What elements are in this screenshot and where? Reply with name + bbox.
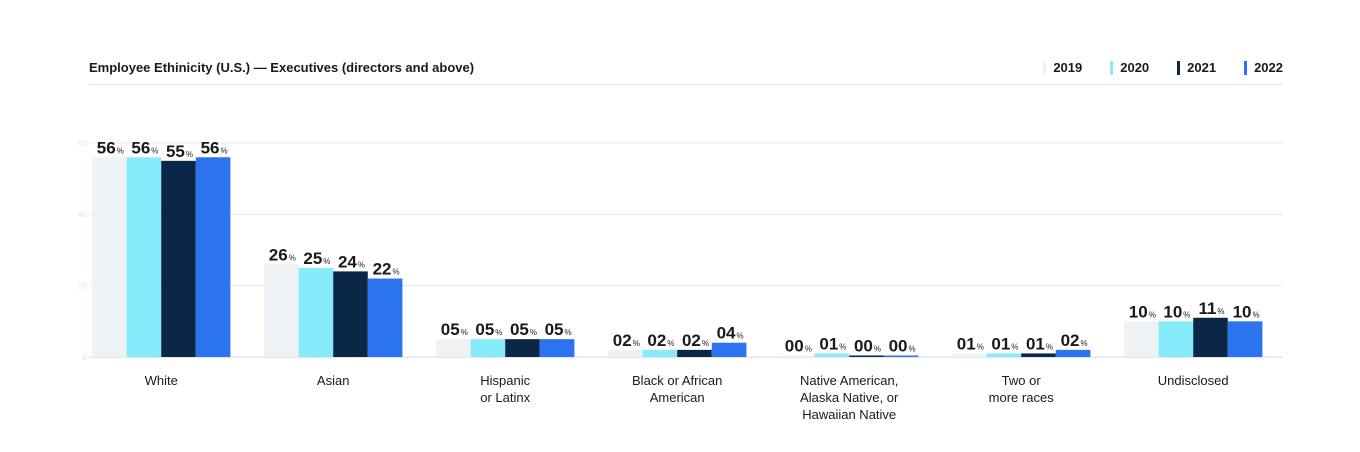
bar-2019 bbox=[92, 157, 127, 357]
bar-2019 bbox=[436, 339, 471, 357]
legend-label-2020: 2020 bbox=[1120, 60, 1150, 75]
category-label: Black or African American bbox=[632, 373, 723, 405]
data-label: 01% bbox=[1026, 334, 1053, 353]
bar-2022 bbox=[711, 342, 747, 357]
category-label: White bbox=[144, 373, 178, 388]
bar-2022 bbox=[1227, 321, 1263, 357]
bar-2019 bbox=[264, 264, 299, 357]
category-label: Hispanic or Latinx bbox=[480, 373, 531, 405]
data-label: 10% bbox=[1233, 302, 1260, 321]
data-label: 02% bbox=[682, 331, 709, 350]
legend-item-2022: 2022 bbox=[1244, 60, 1283, 75]
chart-title: Employee Ethinicity (U.S.) — Executives … bbox=[89, 60, 475, 75]
legend-item-2021: 2021 bbox=[1177, 60, 1216, 75]
bar-2019 bbox=[1124, 321, 1159, 357]
data-label: 01% bbox=[819, 334, 846, 353]
y-tick-label: 20 bbox=[78, 282, 87, 291]
bar-2021 bbox=[1021, 353, 1056, 357]
bar-2021 bbox=[849, 355, 884, 357]
legend-swatch-2020 bbox=[1110, 60, 1114, 75]
category-label: Two or more races bbox=[988, 373, 1054, 405]
data-label: 05% bbox=[441, 320, 468, 339]
data-label: 11% bbox=[1198, 299, 1224, 318]
bar-2020 bbox=[298, 267, 334, 357]
bar-2020 bbox=[642, 349, 678, 357]
data-label: 26% bbox=[269, 245, 296, 264]
bar-2020 bbox=[814, 353, 850, 357]
bar-2022 bbox=[539, 339, 575, 357]
legend: 2019 2020 2021 2022 bbox=[1043, 60, 1283, 75]
data-label: 02% bbox=[613, 331, 640, 350]
data-label: 10% bbox=[1129, 302, 1156, 321]
data-label: 25% bbox=[303, 249, 330, 268]
data-label: 01% bbox=[991, 334, 1018, 353]
y-tick-label: 0 bbox=[83, 353, 88, 362]
header-divider bbox=[89, 84, 1283, 85]
data-label: 05% bbox=[510, 320, 537, 339]
legend-item-2019: 2019 bbox=[1043, 60, 1082, 75]
legend-swatch-2022 bbox=[1244, 60, 1248, 75]
data-label: 01% bbox=[957, 334, 984, 353]
legend-label-2019: 2019 bbox=[1053, 60, 1083, 75]
legend-item-2020: 2020 bbox=[1110, 60, 1149, 75]
bar-2022 bbox=[367, 278, 403, 357]
y-tick-label: 60 bbox=[78, 139, 87, 148]
data-label: 10% bbox=[1163, 302, 1190, 321]
legend-swatch-2019 bbox=[1043, 60, 1047, 75]
category-label: Native American, Alaska Native, or Hawai… bbox=[800, 373, 899, 422]
bar-2019 bbox=[608, 349, 643, 357]
legend-label-2021: 2021 bbox=[1187, 60, 1217, 75]
bar-2021 bbox=[677, 349, 712, 357]
data-label: 22% bbox=[373, 260, 400, 279]
y-tick-label: 40 bbox=[78, 210, 87, 219]
data-label: 55% bbox=[166, 142, 193, 161]
data-label: 05% bbox=[545, 320, 572, 339]
bar-2019 bbox=[780, 355, 815, 357]
data-label: 05% bbox=[475, 320, 502, 339]
data-label: 24% bbox=[338, 252, 365, 271]
bar-2021 bbox=[505, 339, 540, 357]
data-label: 56% bbox=[131, 138, 158, 157]
bar-2022 bbox=[1055, 349, 1091, 357]
category-label: Asian bbox=[316, 373, 350, 388]
bar-2022 bbox=[883, 355, 919, 357]
data-label: 02% bbox=[647, 331, 674, 350]
data-label: 04% bbox=[717, 324, 744, 343]
bar-2022 bbox=[195, 157, 231, 357]
bar-2020 bbox=[470, 339, 506, 357]
data-label: 00% bbox=[889, 337, 916, 356]
bar-2021 bbox=[333, 271, 368, 357]
bar-2020 bbox=[986, 353, 1022, 357]
data-label: 56% bbox=[201, 138, 228, 157]
data-label: 02% bbox=[1061, 331, 1088, 350]
data-label: 00% bbox=[854, 337, 881, 356]
bar-2020 bbox=[1158, 321, 1194, 357]
bar-2021 bbox=[161, 160, 196, 357]
data-label: 56% bbox=[97, 138, 124, 157]
category-label: Undisclosed bbox=[1157, 373, 1229, 388]
legend-label-2022: 2022 bbox=[1254, 60, 1283, 75]
data-label: 00% bbox=[785, 337, 812, 356]
bar-2021 bbox=[1193, 317, 1228, 357]
legend-swatch-2021 bbox=[1177, 60, 1181, 75]
bar-2020 bbox=[126, 157, 162, 357]
bar-2019 bbox=[952, 353, 987, 357]
